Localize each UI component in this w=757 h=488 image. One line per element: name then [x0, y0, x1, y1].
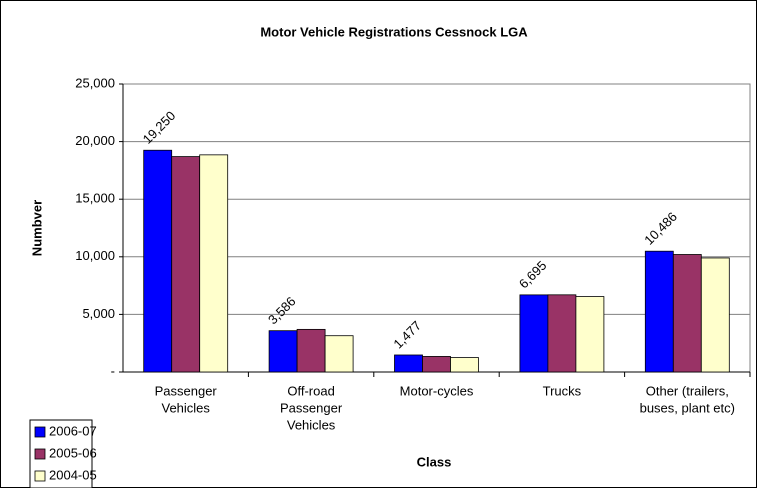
legend-label: 2004-05	[49, 467, 97, 482]
bar	[450, 357, 479, 373]
bar	[394, 354, 423, 373]
x-axis-label: Class	[417, 454, 452, 469]
y-tick-label: 10,000	[75, 248, 115, 263]
legend-swatch	[34, 448, 46, 460]
y-tick-label: -	[111, 363, 115, 378]
bar	[324, 335, 354, 373]
y-tick-label: 25,000	[75, 75, 115, 90]
x-tick-label: Off-road	[287, 383, 334, 398]
y-tick-label: 20,000	[75, 133, 115, 148]
x-tick-label: Vehicles	[287, 417, 336, 432]
bar	[143, 149, 173, 373]
y-tick-label: 15,000	[75, 191, 115, 206]
bar	[672, 254, 702, 373]
legend-label: 2005-06	[49, 445, 97, 460]
x-tick-label: Vehicles	[161, 400, 210, 415]
x-tick-label: Other (trailers,	[646, 383, 729, 398]
bar	[171, 156, 201, 373]
bar	[422, 356, 451, 373]
bar	[700, 257, 730, 373]
bar	[296, 328, 326, 373]
legend-swatch	[34, 470, 46, 482]
bar	[547, 294, 577, 373]
bar	[199, 154, 229, 373]
x-tick-label: buses, plant etc)	[640, 400, 735, 415]
bar	[575, 296, 605, 373]
x-tick-label: Passenger	[155, 383, 218, 398]
legend-label: 2006-07	[49, 423, 97, 438]
y-axis-label: Numbver	[29, 200, 44, 256]
bar	[644, 250, 674, 373]
bar	[268, 330, 298, 373]
legend-swatch	[34, 426, 46, 438]
x-tick-label: Trucks	[543, 383, 582, 398]
y-tick-label: 5,000	[82, 306, 115, 321]
x-tick-label: Motor-cycles	[400, 383, 474, 398]
x-tick-label: Passenger	[280, 400, 343, 415]
bar	[519, 294, 549, 373]
chart-title: Motor Vehicle Registrations Cessnock LGA	[260, 24, 528, 39]
